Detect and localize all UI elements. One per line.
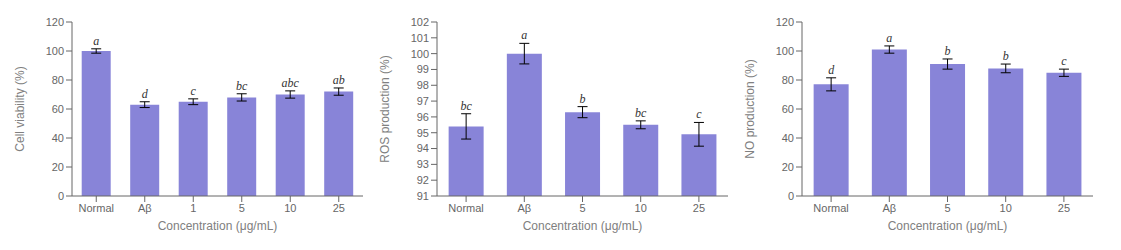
svg-text:Concentration (μg/mL): Concentration (μg/mL) [523, 219, 643, 233]
svg-text:5: 5 [579, 202, 585, 214]
svg-text:a: a [521, 28, 527, 42]
svg-text:120: 120 [46, 16, 64, 28]
svg-text:NO production (%): NO production (%) [743, 59, 757, 158]
svg-text:bc: bc [460, 99, 472, 113]
svg-text:101: 101 [411, 32, 429, 44]
svg-text:95: 95 [417, 127, 429, 139]
svg-text:1: 1 [190, 202, 196, 214]
svg-text:100: 100 [776, 45, 794, 57]
svg-text:Aβ: Aβ [882, 202, 896, 214]
svg-text:Normal: Normal [813, 202, 848, 214]
svg-text:Normal: Normal [79, 202, 114, 214]
svg-text:91: 91 [417, 190, 429, 202]
svg-text:97: 97 [417, 95, 429, 107]
svg-text:98: 98 [417, 79, 429, 91]
svg-text:0: 0 [788, 190, 794, 202]
svg-text:10: 10 [284, 202, 296, 214]
svg-text:c: c [696, 107, 702, 121]
svg-text:Normal: Normal [448, 202, 483, 214]
svg-text:d: d [828, 63, 835, 77]
svg-text:Cell viability (%): Cell viability (%) [13, 66, 27, 151]
svg-text:25: 25 [1058, 202, 1070, 214]
svg-text:bc: bc [635, 106, 647, 120]
svg-text:d: d [142, 87, 149, 101]
svg-text:40: 40 [52, 132, 64, 144]
svg-text:c: c [191, 84, 197, 98]
svg-text:93: 93 [417, 158, 429, 170]
svg-text:40: 40 [782, 132, 794, 144]
svg-text:80: 80 [782, 74, 794, 86]
svg-text:abc: abc [282, 76, 300, 90]
svg-text:b: b [945, 44, 951, 58]
svg-text:ROS production (%): ROS production (%) [378, 55, 392, 162]
svg-text:10: 10 [635, 202, 647, 214]
svg-text:94: 94 [417, 142, 429, 154]
svg-text:92: 92 [417, 174, 429, 186]
svg-text:ab: ab [333, 73, 345, 87]
svg-text:Aβ: Aβ [517, 202, 531, 214]
svg-text:25: 25 [693, 202, 705, 214]
svg-text:96: 96 [417, 111, 429, 123]
svg-text:a: a [93, 34, 99, 48]
svg-text:80: 80 [52, 74, 64, 86]
svg-text:c: c [1061, 54, 1067, 68]
svg-text:60: 60 [52, 103, 64, 115]
svg-text:20: 20 [52, 161, 64, 173]
svg-text:100: 100 [46, 45, 64, 57]
svg-text:bc: bc [236, 79, 248, 93]
svg-text:b: b [580, 92, 586, 106]
svg-text:Concentration (μg/mL): Concentration (μg/mL) [888, 219, 1008, 233]
svg-text:99: 99 [417, 63, 429, 75]
svg-text:10: 10 [1000, 202, 1012, 214]
svg-text:100: 100 [411, 48, 429, 60]
svg-text:0: 0 [58, 190, 64, 202]
svg-text:60: 60 [782, 103, 794, 115]
svg-text:25: 25 [333, 202, 345, 214]
svg-text:b: b [1003, 49, 1009, 63]
svg-text:5: 5 [239, 202, 245, 214]
svg-text:102: 102 [411, 16, 429, 28]
svg-text:20: 20 [782, 161, 794, 173]
svg-text:Aβ: Aβ [138, 202, 152, 214]
svg-text:5: 5 [944, 202, 950, 214]
svg-text:120: 120 [776, 16, 794, 28]
svg-text:Concentration (μg/mL): Concentration (μg/mL) [158, 219, 278, 233]
svg-text:a: a [886, 31, 892, 45]
